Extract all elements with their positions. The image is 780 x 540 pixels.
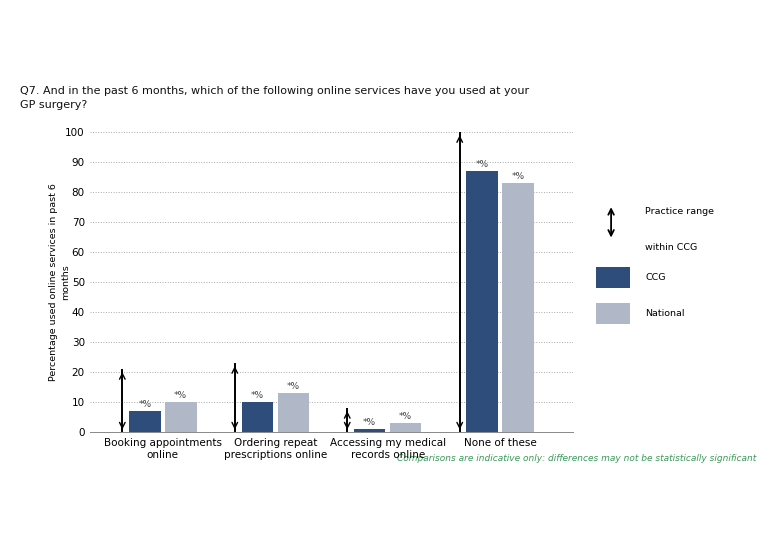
Text: *%: *% — [174, 391, 187, 400]
Bar — [596, 303, 630, 325]
Bar — [596, 267, 630, 288]
Bar — [466, 171, 498, 433]
Bar — [354, 429, 385, 433]
Text: *%: *% — [512, 172, 525, 181]
Text: Practice range: Practice range — [645, 207, 714, 217]
Text: 19: 19 — [384, 521, 396, 530]
Text: within CCG: within CCG — [645, 244, 697, 252]
Bar — [165, 402, 197, 433]
Text: Online service use: Online service use — [20, 29, 236, 49]
Text: *%: *% — [287, 382, 300, 391]
Text: *%: *% — [399, 412, 413, 421]
Text: *%: *% — [476, 160, 489, 169]
Bar — [242, 402, 273, 433]
Text: Base: All those completing a questionnaire: National (796,193): CCG (3306): Prac: Base: All those completing a questionnai… — [23, 496, 434, 503]
Text: CCG: CCG — [645, 273, 665, 282]
Text: Q7. And in the past 6 months, which of the following online services have you us: Q7. And in the past 6 months, which of t… — [20, 86, 529, 111]
Text: *%: *% — [363, 418, 376, 427]
Bar — [502, 184, 534, 433]
Bar — [278, 393, 309, 433]
Text: Comparisons are indicative only: differences may not be statistically significan: Comparisons are indicative only: differe… — [397, 454, 757, 463]
Text: *%: *% — [250, 391, 264, 400]
Bar — [129, 411, 161, 433]
Bar — [390, 423, 421, 433]
Text: *%: *% — [138, 400, 151, 409]
Y-axis label: Percentage used online services in past 6
months: Percentage used online services in past … — [49, 184, 70, 381]
Text: National: National — [645, 309, 685, 319]
